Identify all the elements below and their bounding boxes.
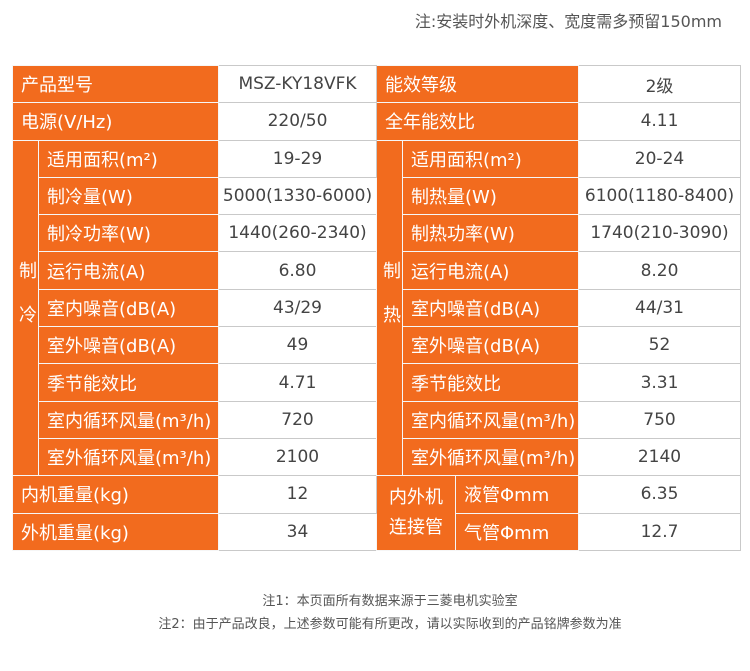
table-row: 室内噪音(dB(A) 43/29 室内噪音(dB(A) 44/31 (13, 288, 741, 328)
spec-label: 室外循环风量(m³/h) (402, 437, 579, 477)
spec-value: 8.20 (578, 251, 741, 290)
table-row: 内机重量(kg) 12 内外机连接管 液管Φmm 6.35 (12, 475, 741, 551)
side-label: 制冷 (12, 139, 39, 477)
table-row: 电源(V/Hz) 220/50 全年能效比 4.11 (12, 102, 741, 141)
table-row: 季节能效比 4.71 季节能效比 3.31 (13, 363, 741, 402)
spec-value: 49 (218, 326, 377, 365)
side-label: 制热 (376, 139, 403, 477)
spec-label: 室内循环风量(m³/h) (402, 400, 579, 439)
spec-label: 适用面积(m²) (38, 139, 219, 178)
spec-label: 外机重量(kg) (12, 512, 219, 551)
spec-value: 720 (218, 400, 377, 439)
spec-value: 2100 (218, 437, 377, 477)
spec-label: 制热功率(W) (402, 214, 579, 253)
footer-note: 注1：本页面所有数据来源于三菱电机实验室 (262, 594, 518, 609)
side-label-text: 制热 (380, 261, 401, 350)
spec-value: 34 (218, 512, 377, 551)
spec-value: 750 (578, 400, 741, 439)
footer-note: 注2：由于产品改良，上述参数可能有所更改，请以实际收到的产品铭牌参数为准 (158, 617, 622, 632)
spec-label: 能效等级 (376, 64, 579, 104)
spec-value: 1440(260-2340) (218, 214, 377, 253)
spec-value: 6.35 (578, 475, 741, 514)
spec-label: 产品型号 (12, 64, 219, 104)
spec-body: 产品型号 MSZ-KY18VFK 能效等级 2级 电源(V/Hz) 220/50 全年能效比… (12, 64, 741, 551)
spec-label: 季节能效比 (402, 363, 579, 402)
spec-value: 2级 (578, 64, 741, 104)
spec-label: 制热量(W) (402, 176, 579, 216)
spec-label: 室外循环风量(m³/h) (38, 437, 219, 477)
table-row: 运行电流(A) 6.80 运行电流(A) 8.20 (13, 251, 741, 290)
spec-value: 19-29 (218, 139, 377, 178)
spec-label: 制冷功率(W) (38, 214, 219, 253)
spec-value: 20-24 (578, 139, 741, 178)
spec-label: 室外噪音(dB(A) (402, 326, 579, 365)
side-label-text: 制冷 (16, 261, 37, 350)
spec-value: 3.31 (578, 363, 741, 402)
table-row: 外机重量(kg) 34 气管Φmm 12.7 (12, 512, 741, 551)
table-row: 产品型号 MSZ-KY18VFK 能效等级 2级 (12, 64, 741, 104)
spec-value: 44/31 (578, 288, 741, 328)
spec-label: 制冷量(W) (38, 176, 219, 216)
spec-value: 6.80 (218, 251, 377, 290)
footer: 注1：本页面所有数据来源于三菱电机实验室注2：由于产品改良，上述参数可能有所更改… (0, 590, 750, 636)
table-row: 室外循环风量(m³/h) 2100 室外循环风量(m³/h) 2140 (13, 437, 741, 477)
spec-value: 1740(210-3090) (578, 214, 741, 253)
spec-label: 运行电流(A) (402, 251, 579, 290)
spec-value: 52 (578, 326, 741, 365)
table-row: 制冷量(W) 5000(1330-6000) 制热量(W) 6100(1180-840… (13, 176, 741, 216)
spec-label: 运行电流(A) (38, 251, 219, 290)
pipe-label-text: 内外机连接管 (389, 487, 443, 539)
spec-label: 气管Φmm (455, 512, 579, 551)
spec-label: 适用面积(m²) (402, 139, 579, 178)
spec-label: 室内噪音(dB(A) (402, 288, 579, 328)
spec-value: MSZ-KY18VFK (218, 64, 377, 104)
spec-value: 5000(1330-6000) (218, 176, 377, 216)
spec-label: 全年能效比 (376, 102, 579, 141)
spec-label: 液管Φmm (455, 475, 579, 514)
pipe-label: 内外机连接管 (376, 475, 456, 551)
install-note: 注:安装时外机深度、宽度需多预留150mm (414, 12, 722, 31)
spec-label: 室内噪音(dB(A) (38, 288, 219, 328)
spec-value: 4.71 (218, 363, 377, 402)
table-row: 制冷 适用面积(m²) 19-29 制热 适用面积(m²) 20-24 (12, 139, 741, 477)
spec-value: 4.11 (578, 102, 741, 141)
spec-value: 43/29 (218, 288, 377, 328)
spec-label: 电源(V/Hz) (12, 102, 219, 141)
spec-label: 内机重量(kg) (12, 475, 219, 514)
spec-value: 2140 (578, 437, 741, 477)
spec-value: 220/50 (218, 102, 377, 141)
spec-value: 12 (218, 475, 377, 514)
spec-label: 季节能效比 (38, 363, 219, 402)
spec-table: 产品型号 MSZ-KY18VFK 能效等级 2级 电源(V/Hz) 220/50 全年能效比… (12, 64, 741, 551)
table-row: 室外噪音(dB(A) 49 室外噪音(dB(A) 52 (13, 326, 741, 365)
spec-value: 12.7 (578, 512, 741, 551)
spec-value: 6100(1180-8400) (578, 176, 741, 216)
spec-label: 室内循环风量(m³/h) (38, 400, 219, 439)
spec-label: 室外噪音(dB(A) (38, 326, 219, 365)
table-row: 制冷功率(W) 1440(260-2340) 制热功率(W) 1740(210-309… (13, 214, 741, 253)
